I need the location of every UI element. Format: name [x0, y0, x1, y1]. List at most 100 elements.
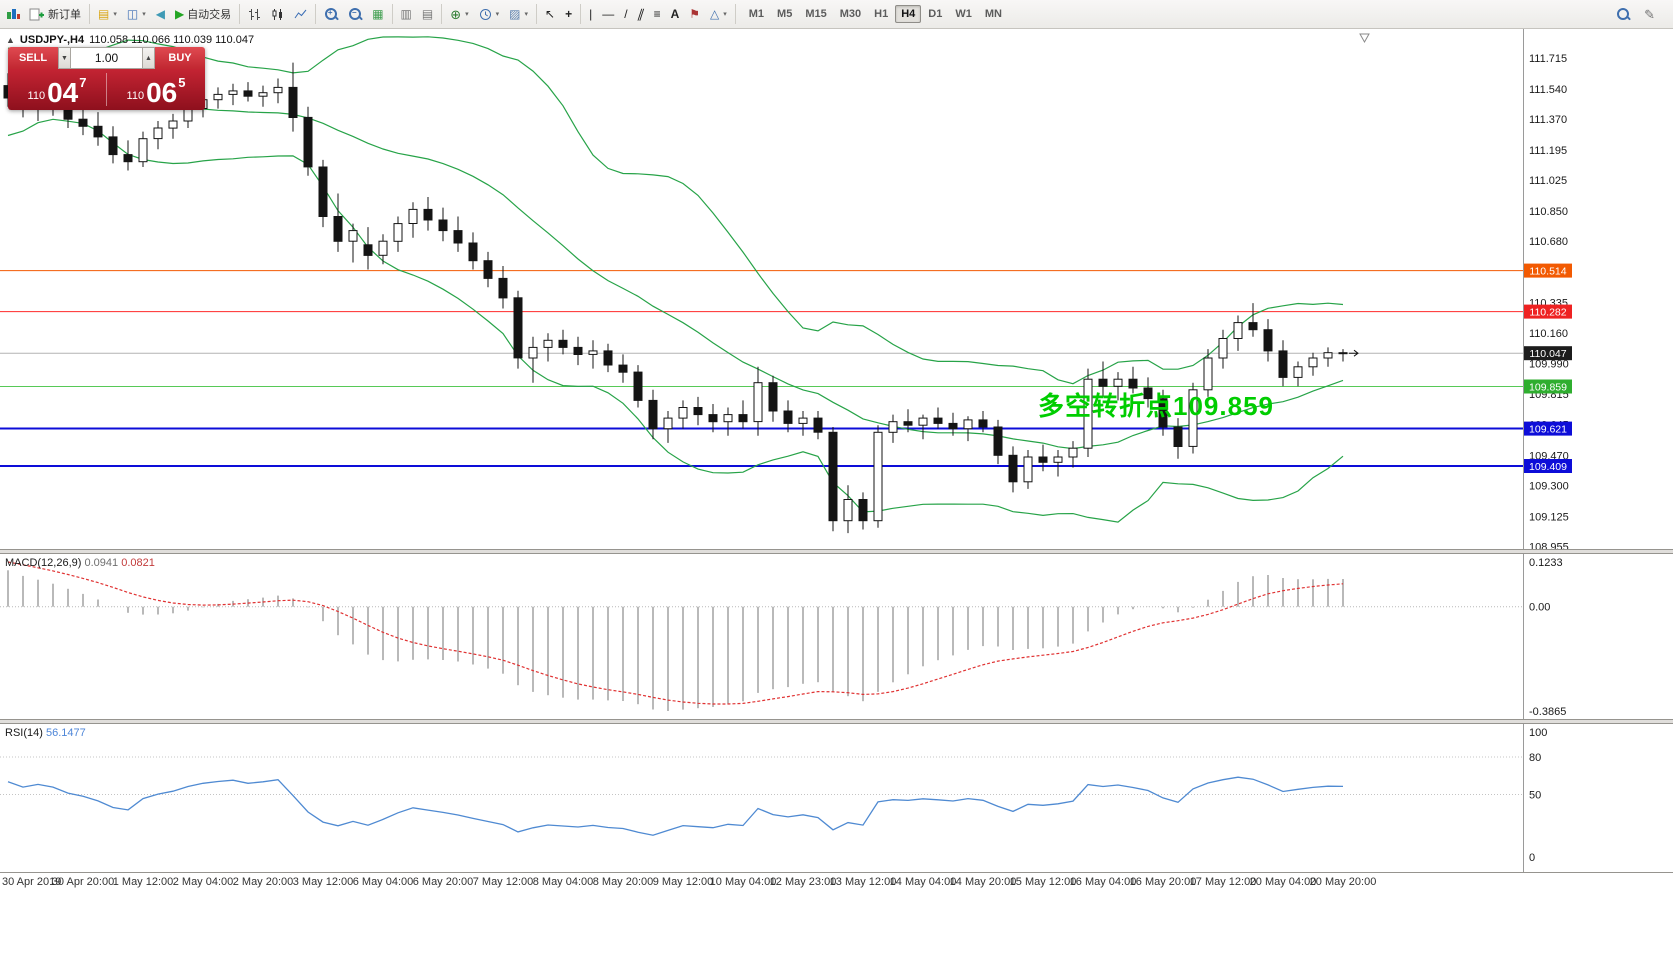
svg-text:-0.3865: -0.3865 — [1529, 706, 1566, 718]
svg-text:110.514: 110.514 — [1529, 265, 1566, 277]
svg-text:111.715: 111.715 — [1529, 53, 1567, 65]
zoom-in-button[interactable]: + — [319, 3, 343, 26]
svg-text:109.300: 109.300 — [1529, 480, 1569, 492]
timeframe-button-m1[interactable]: M1 — [743, 5, 770, 23]
toolbar-right: ✎ — [1611, 3, 1670, 26]
vertical-line-tool-button[interactable]: | — [584, 3, 597, 26]
cursor-icon: ↖ — [545, 7, 556, 21]
svg-text:0.1233: 0.1233 — [1529, 557, 1563, 569]
toolbar-divider — [239, 4, 241, 24]
buy-button[interactable]: BUY — [155, 47, 205, 69]
timeframe-button-mn[interactable]: MN — [979, 5, 1008, 23]
zoom-out-icon: − — [348, 7, 362, 21]
time-label: 6 May 20:00 — [412, 876, 474, 888]
new-chart-button[interactable]: ▤ ▾ — [93, 3, 122, 26]
one-click-toggle-icon[interactable]: ▲ — [6, 35, 15, 45]
search-button[interactable] — [1611, 3, 1635, 26]
chart-layout-button-2[interactable]: ▤ — [417, 3, 438, 26]
time-label: 13 May 12:00 — [829, 876, 897, 888]
text-tool-icon: A — [670, 7, 680, 21]
templates-button[interactable]: ▨ ▾ — [504, 3, 533, 26]
time-label: 7 May 12:00 — [472, 876, 534, 888]
alert-icon: ◀ — [155, 7, 165, 21]
timeframe-button-d1[interactable]: D1 — [922, 5, 948, 23]
candlestick-chart-button[interactable] — [266, 3, 289, 26]
fibonacci-tool-button[interactable]: ≡ — [649, 3, 666, 26]
cursor-button[interactable]: ↖ — [540, 3, 560, 26]
panel-splitter[interactable] — [0, 719, 1673, 724]
vertical-line-icon: | — [589, 7, 593, 21]
macd-chart[interactable]: 0.1233 0.00 -0.3865 — [0, 554, 1673, 719]
fibonacci-icon: ≡ — [653, 7, 661, 21]
bar-chart-button[interactable] — [243, 3, 266, 26]
quick-edit-button[interactable]: ✎ — [1639, 3, 1660, 26]
toolbar-divider — [89, 4, 90, 24]
svg-text:111.195: 111.195 — [1529, 145, 1567, 157]
alerts-button[interactable]: ◀ — [151, 3, 170, 26]
app-icon — [7, 9, 20, 19]
chevron-down-icon: ▾ — [524, 11, 529, 18]
svg-text:110.047: 110.047 — [1529, 348, 1566, 360]
timeframe-button-m15[interactable]: M15 — [799, 5, 832, 23]
text-tool-button[interactable]: A — [666, 3, 685, 26]
indicators-icon: ⊕ — [450, 6, 462, 22]
time-axis[interactable]: 30 Apr 2019 30 Apr 20:00 1 May 12:00 2 May … — [0, 872, 1673, 893]
svg-text:80: 80 — [1529, 752, 1541, 764]
price-chart[interactable]: 111.715 111.540 111.370 111.195 111.025 110.8… — [0, 29, 1673, 549]
autotrading-button[interactable]: ▶ 自动交易 — [170, 3, 236, 26]
time-label: 15 May 12:00 — [1009, 876, 1077, 888]
one-click-trading-panel: SELL ▼ ▲ BUY 110 04 7 110 06 5 — [8, 47, 205, 110]
shapes-tool-button[interactable]: △ ▾ — [705, 3, 732, 26]
timeframe-button-h4[interactable]: H4 — [895, 5, 922, 23]
svg-text:111.540: 111.540 — [1529, 84, 1567, 96]
play-icon: ▶ — [174, 7, 185, 21]
rsi-chart[interactable]: 100 80 50 0 — [0, 724, 1673, 872]
clock-icon — [479, 8, 491, 20]
shapes-icon: △ — [710, 7, 720, 21]
new-order-button[interactable]: 新订单 — [24, 3, 86, 26]
time-label: 17 May 12:00 — [1189, 876, 1257, 888]
volume-input[interactable] — [71, 47, 142, 69]
trendline-tool-button[interactable]: / — [619, 3, 632, 26]
svg-text:109.990: 109.990 — [1529, 358, 1569, 370]
zoom-out-button[interactable]: − — [343, 3, 367, 26]
time-label: 8 May 04:00 — [532, 876, 594, 888]
buy-price-display[interactable]: 110 06 5 — [107, 69, 205, 110]
tile-windows-button[interactable]: ▦ — [367, 3, 388, 26]
ohlc-values: 110.058 110.066 110.039 110.047 — [89, 34, 255, 46]
timeframe-button-h1[interactable]: H1 — [868, 5, 894, 23]
candles — [3, 62, 1348, 534]
toolbar-divider — [536, 4, 538, 24]
volume-decrease-button[interactable]: ▼ — [58, 47, 71, 69]
toolbar-divider — [315, 4, 317, 24]
chart-area: 111.715 111.540 111.370 111.195 111.025 110.8… — [0, 29, 1673, 549]
sell-price-display[interactable]: 110 04 7 — [8, 69, 106, 110]
chart-layout-button-1[interactable]: ▥ — [396, 3, 417, 26]
chart-title: ▲ USDJPY-,H4 110.058 110.066 110.039 110… — [6, 34, 254, 46]
rsi-panel: 100 80 50 0 RSI(14) 56.1477 — [0, 724, 1673, 872]
time-label: 30 Apr 20:00 — [51, 876, 115, 888]
channel-tool-button[interactable]: ∥ — [633, 3, 649, 26]
trade-controls-row: SELL ▼ ▲ BUY — [8, 47, 205, 69]
timeframe-button-m30[interactable]: M30 — [834, 5, 867, 23]
crosshair-button[interactable]: + — [560, 3, 577, 26]
horizontal-line-tool-button[interactable]: — — [597, 3, 619, 26]
trade-prices-row: 110 04 7 110 06 5 — [8, 69, 205, 110]
buy-price-pip: 5 — [178, 75, 186, 90]
svg-text:100: 100 — [1529, 727, 1547, 739]
sell-price-big: 04 — [47, 77, 79, 109]
volume-increase-button[interactable]: ▲ — [142, 47, 155, 69]
line-chart-button[interactable] — [289, 3, 312, 26]
label-tool-button[interactable]: ⚑ — [684, 3, 705, 26]
timeframe-button-m5[interactable]: M5 — [771, 5, 798, 23]
layout-icon: ▤ — [421, 7, 434, 21]
timeframe-button-w1[interactable]: W1 — [949, 5, 978, 23]
periods-button[interactable]: ▾ — [474, 3, 505, 26]
indicators-button[interactable]: ⊕ ▾ — [445, 3, 473, 26]
time-label: 14 May 20:00 — [949, 876, 1017, 888]
panel-splitter[interactable] — [0, 549, 1673, 554]
svg-text:109.621: 109.621 — [1529, 423, 1567, 435]
profiles-button[interactable]: ◫ ▾ — [122, 3, 151, 26]
sell-button[interactable]: SELL — [8, 47, 58, 69]
